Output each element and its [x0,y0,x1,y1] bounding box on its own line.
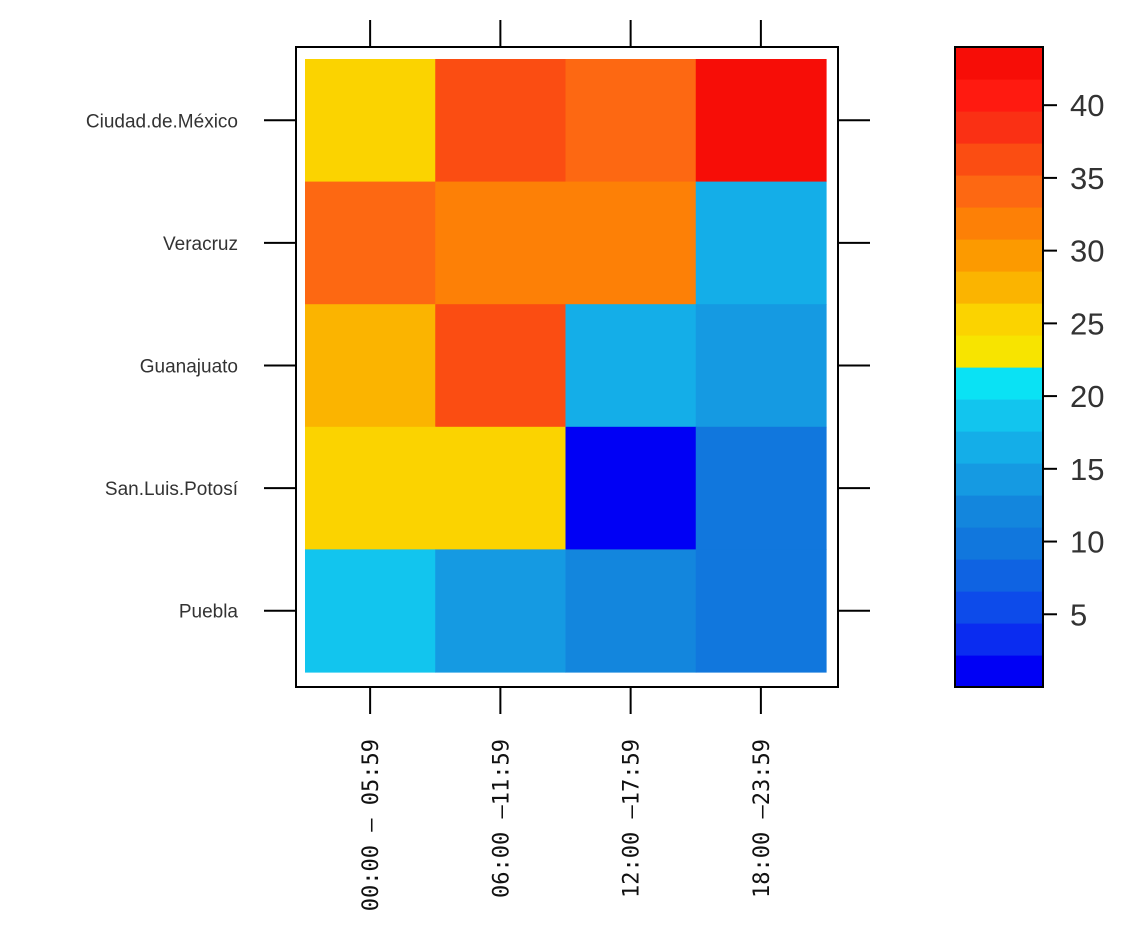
heatmap-cell [695,426,827,550]
colorkey-segment [955,463,1043,496]
colorkey-segment [955,143,1043,176]
y-tick-label: San.Luis.Potosí [105,479,239,500]
heatmap-cell [435,549,567,673]
heatmap-cell [695,549,827,673]
colorkey-segment [955,367,1043,400]
heatmap-cell [565,59,697,183]
heatmap-cell [305,426,436,550]
heatmap-cell [695,304,827,428]
colorkey-segment [955,431,1043,464]
colorkey-segment [955,303,1043,336]
colorkey-segment [955,111,1043,144]
heatmap-cell [435,181,567,305]
colorkey-frame [954,46,1044,688]
colorkey-tick-label: 10 [1070,525,1104,560]
colorkey-segment [955,559,1043,592]
heatmap-cell [435,304,567,428]
heatmap-cell [565,304,697,428]
colorkey-segment [955,495,1043,528]
x-tick-label: 12:00 –17:59 [620,739,645,898]
colorkey-segment [955,47,1043,80]
y-tick-label: Ciudad.de.México [86,111,238,132]
colorkey-segment [955,623,1043,656]
heatmap-cell [565,181,697,305]
heatmap-cell [565,549,697,673]
heatmap-cell [305,549,436,673]
y-tick-label: Veracruz [163,234,238,255]
colorkey-tick-label: 5 [1070,597,1087,632]
colorkey-segment [955,79,1043,112]
heatmap-cell [695,181,827,305]
colorkey-segment [955,175,1043,208]
heatmap-cell [305,304,436,428]
x-tick-label: 00:00 – 05:59 [359,739,384,911]
heatmap-cell [695,59,827,183]
heatmap-cell [565,426,697,550]
colorkey-tick-label: 25 [1070,306,1104,341]
y-tick-label: Guanajuato [140,357,238,378]
colorkey-segment [955,591,1043,624]
colorkey-tick-label: 30 [1070,234,1104,269]
x-tick-label: 06:00 –11:59 [489,739,514,898]
heatmap-cell [305,181,436,305]
colorkey-segment [955,239,1043,272]
heatmap-cell [435,426,567,550]
y-tick-label: Puebla [179,602,239,623]
colorkey-segment [955,399,1043,432]
colorkey-tick-label: 20 [1070,379,1104,414]
colorkey-segment [955,527,1043,560]
colorkey-tick-label: 15 [1070,452,1104,487]
colorkey-segment [955,271,1043,304]
colorkey-segment [955,335,1043,368]
colorkey-segment [955,207,1043,240]
colorkey-segment [955,655,1043,688]
heatmap-cell [435,59,567,183]
colorkey-tick-label: 35 [1070,161,1104,196]
heatmap-cell [305,59,436,183]
x-tick-label: 18:00 –23:59 [750,739,775,898]
colorkey-tick-label: 40 [1070,88,1104,123]
plot-frame [295,46,839,688]
